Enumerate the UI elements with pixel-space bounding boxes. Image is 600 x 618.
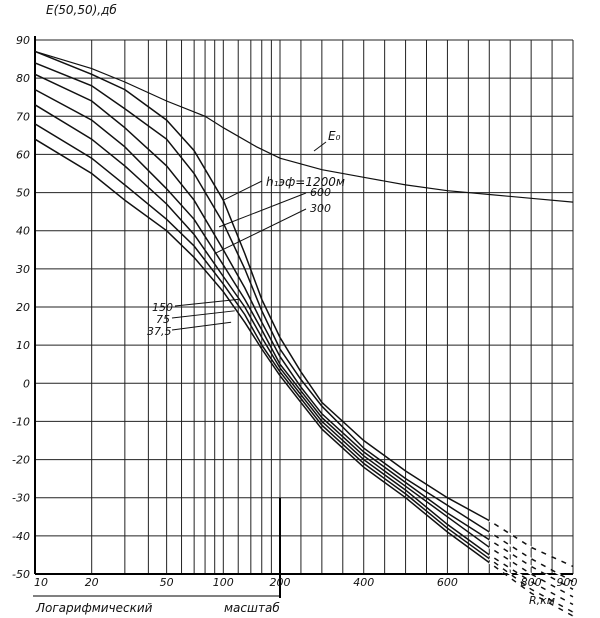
y-tick-label: -30 — [12, 492, 30, 505]
x-axis-title: R,км — [529, 594, 555, 607]
y-tick-label: 10 — [16, 339, 30, 352]
x-tick-label: 200 — [270, 576, 291, 589]
series-tail-gap — [488, 519, 574, 568]
series-tail-gap — [488, 531, 574, 583]
label-leader-line — [218, 192, 307, 228]
y-tick-label: 70 — [16, 110, 30, 123]
scale-note-right: масштаб — [224, 601, 280, 615]
x-tick-label: 50 — [160, 576, 174, 589]
series-line-150 — [34, 88, 574, 598]
e0-label: E₀ — [328, 129, 341, 143]
series-line-37,5 — [34, 123, 574, 613]
series-label-600: 600 — [310, 186, 331, 199]
x-tick-label: 400 — [353, 576, 374, 589]
series-line-75 — [34, 104, 574, 606]
label-leader-line — [171, 321, 232, 331]
label-leader-line — [214, 208, 307, 255]
series-line-600 — [34, 62, 574, 583]
label-leader-line — [174, 298, 239, 307]
x-tick-label: 900 — [557, 576, 578, 589]
series-line-300 — [34, 73, 574, 590]
label-leader-line — [171, 310, 235, 319]
y-tick-label: -50 — [12, 568, 30, 581]
label-leaders — [171, 141, 327, 331]
series-line-1200 — [34, 50, 574, 568]
y-tick-label: 80 — [16, 72, 30, 85]
grid — [34, 39, 574, 575]
y-tick-label: -40 — [12, 530, 30, 543]
y-tick-label: -20 — [12, 454, 30, 467]
scale-note-left: Логарифмический — [35, 601, 153, 615]
series-label-300: 300 — [310, 202, 331, 215]
y-tick-label: -10 — [12, 415, 30, 428]
label-leader-line — [313, 141, 327, 152]
x-tick-label: 600 — [437, 576, 458, 589]
y-axis-title: E(50,50),дб — [46, 3, 117, 17]
series-tail-gap — [488, 538, 574, 591]
y-tick-label: 60 — [16, 148, 30, 161]
y-tick-label: 40 — [16, 225, 30, 238]
x-tick-label: 800 — [521, 576, 542, 589]
series-tail-gap — [488, 546, 574, 598]
series-line-lowest — [34, 138, 574, 617]
x-tick-label: 20 — [85, 576, 99, 589]
y-tick-label: 50 — [16, 187, 30, 200]
label-leader-line — [223, 180, 263, 201]
y-tick-label: 30 — [16, 263, 30, 276]
param-label-1200: h₁эф=1200м — [266, 175, 345, 189]
curves — [34, 50, 574, 617]
y-tick-label: 20 — [16, 301, 30, 314]
series-tail-gap — [488, 554, 574, 606]
series-label-37-5: 37,5 — [147, 325, 172, 338]
series-label-75: 75 — [156, 313, 170, 326]
y-tick-label: 90 — [16, 34, 30, 47]
x-tick-label: 10 — [34, 576, 48, 589]
y-tick-label: 0 — [23, 377, 30, 390]
series-line-e0 — [34, 50, 574, 203]
x-tick-label: 100 — [213, 576, 234, 589]
axes — [33, 36, 573, 598]
series-label-150: 150 — [152, 301, 173, 314]
